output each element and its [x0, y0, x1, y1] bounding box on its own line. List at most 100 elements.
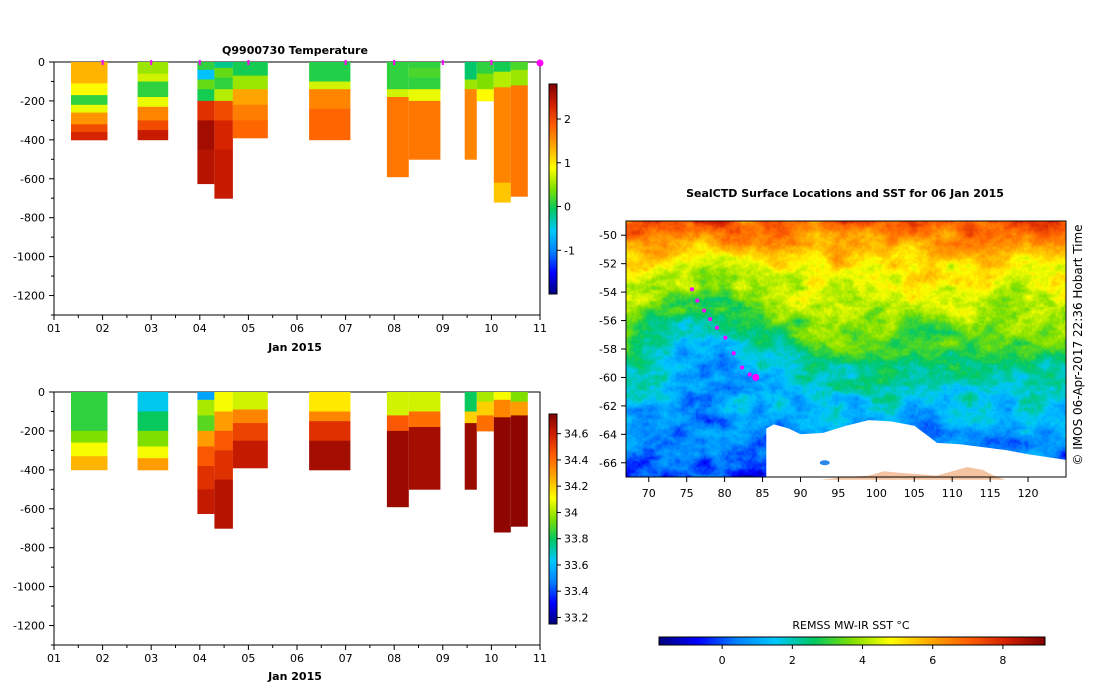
profile-12-layer-3 [510, 415, 528, 527]
profile-7-layer-1 [386, 62, 409, 90]
profile-2-layer-3 [137, 430, 169, 447]
profile-5-layer-4 [232, 104, 268, 121]
lon-tick-label: 85 [756, 487, 770, 500]
lat-tick-label: -62 [599, 400, 617, 413]
lon-tick-label: 120 [1018, 487, 1039, 500]
salinity-x-axis: 01 02 03 04 05 06 07 08 09 10 11 [47, 645, 547, 665]
profile-10-layer-1 [476, 62, 494, 75]
profile-11-layer-3 [493, 87, 511, 184]
profile-5-layer-1 [232, 62, 268, 76]
sst-colorbar-label: REMSS MW-IR SST °C [792, 619, 910, 632]
lat-tick-label: -60 [599, 371, 617, 384]
sst-colorbar-ramp [658, 636, 1046, 646]
profile-11-layer-1 [493, 62, 511, 73]
lat-tick-label: -52 [599, 258, 617, 271]
profile-6-layer-4 [309, 108, 351, 141]
profile-1-layer-2 [71, 83, 108, 96]
profile-7-layer-2 [386, 415, 409, 432]
salinity-colorbar: 34.6 34.4 34.2 34 33.8 33.6 33.4 33.2 [548, 413, 589, 625]
profile-3-layer-6 [197, 466, 215, 490]
colorbar-tick-label: 1 [564, 157, 571, 170]
lon-tick-label: 115 [980, 487, 1001, 500]
y-tick-label: -200 [20, 95, 45, 108]
x-tick-label: 04 [193, 652, 207, 665]
y-tick-label: -800 [20, 212, 45, 225]
profile-1-layer-7 [71, 132, 108, 141]
y-tick-label: -600 [20, 173, 45, 186]
profile-8-layer-1 [408, 62, 441, 69]
profile-11-layer-2 [493, 71, 511, 88]
lat-tick-label: -56 [599, 315, 617, 328]
x-tick-label: 09 [436, 322, 450, 335]
colorbar-tick-label: 33.6 [564, 559, 589, 572]
profile-3-layer-3 [197, 415, 215, 432]
y-tick-label: -600 [20, 503, 45, 516]
lon-tick-label: 80 [718, 487, 732, 500]
profile-8-layer-5 [408, 100, 441, 160]
x-tick-label: 09 [436, 652, 450, 665]
lon-tick-label: 110 [942, 487, 963, 500]
profile-2-layer-3 [137, 81, 169, 98]
profile-3-layer-2 [197, 399, 215, 416]
profile-5-layer-1 [232, 392, 268, 410]
colorbar-tick-label: 0 [564, 201, 571, 214]
colorbar-tick-label: 34.6 [564, 428, 589, 441]
sst-map-panel: SealCTD Surface Locations and SST for 06… [599, 187, 1085, 667]
x-tick-label: 07 [339, 652, 353, 665]
track-position [715, 325, 719, 330]
profile-3-layer-4 [197, 430, 215, 447]
x-tick-label: 07 [339, 322, 353, 335]
colorbar-tick-label: -1 [564, 244, 575, 257]
profile-7-layer-2 [386, 89, 409, 98]
profile-4-layer-3 [214, 430, 233, 451]
profile-12-layer-1 [510, 392, 528, 403]
track-position [708, 317, 713, 322]
profile-2-layer-1 [137, 62, 169, 75]
colorbar-tick-label: 33.8 [564, 533, 589, 546]
x-tick-label: 03 [144, 652, 158, 665]
colorbar-tick-label: 34.4 [564, 454, 589, 467]
x-tick-label: 10 [484, 322, 498, 335]
profile-12-layer-2 [510, 69, 528, 86]
profile-1-layer-3 [71, 95, 108, 106]
y-tick-label: -1200 [13, 290, 45, 303]
y-tick-label: -400 [20, 464, 45, 477]
profile-4-layer-1 [214, 62, 233, 69]
sst-colorbar: REMSS MW-IR SST °C 0 2 4 6 8 [658, 619, 1046, 667]
sealctd-track [690, 287, 760, 381]
track-position [695, 298, 700, 303]
track-position [731, 351, 736, 356]
profile-8-layer-2 [408, 411, 441, 428]
profile-11-layer-4 [493, 182, 511, 203]
profile-5-layer-2 [232, 409, 268, 424]
profile-8-layer-2 [408, 67, 441, 78]
x-tick-label: 11 [533, 322, 547, 335]
profile-5-layer-4 [232, 440, 268, 469]
surface-marker-current [536, 59, 544, 67]
y-tick-label: -1000 [13, 581, 45, 594]
temperature-x-axis: 01 02 03 04 05 06 07 08 09 10 11 [47, 315, 547, 335]
profile-12-layer-1 [510, 62, 528, 71]
profile-10-layer-2 [476, 401, 494, 416]
temperature-surface-markers [101, 59, 544, 67]
salinity-panel: 0 -200 -400 -600 -800 -1000 -1200 01 02 03 04 05 06… [13, 386, 588, 683]
lat-tick-label: -58 [599, 343, 617, 356]
profile-3-layer-3 [197, 79, 215, 90]
profile-2-layer-4 [137, 97, 169, 108]
profile-2-layer-2 [137, 411, 169, 432]
temperature-panel: Q9900730 Temperature 0 -200 -400 -600 -800 -1… [13, 44, 575, 354]
profile-6-layer-1 [309, 392, 351, 412]
profile-6-layer-3 [309, 421, 351, 442]
profile-7-layer-3 [386, 430, 409, 508]
profile-6-layer-4 [309, 440, 351, 471]
profile-4-layer-2 [214, 67, 233, 78]
sst-colorbar-tick-label: 4 [859, 654, 866, 667]
y-tick-label: 0 [38, 56, 45, 69]
profile-5-layer-5 [232, 120, 268, 139]
x-tick-label: 01 [47, 322, 61, 335]
lon-tick-label: 75 [680, 487, 694, 500]
profile-8-layer-3 [408, 77, 441, 90]
temperature-x-label: Jan 2015 [267, 341, 322, 354]
profile-4-layer-1 [214, 392, 233, 412]
